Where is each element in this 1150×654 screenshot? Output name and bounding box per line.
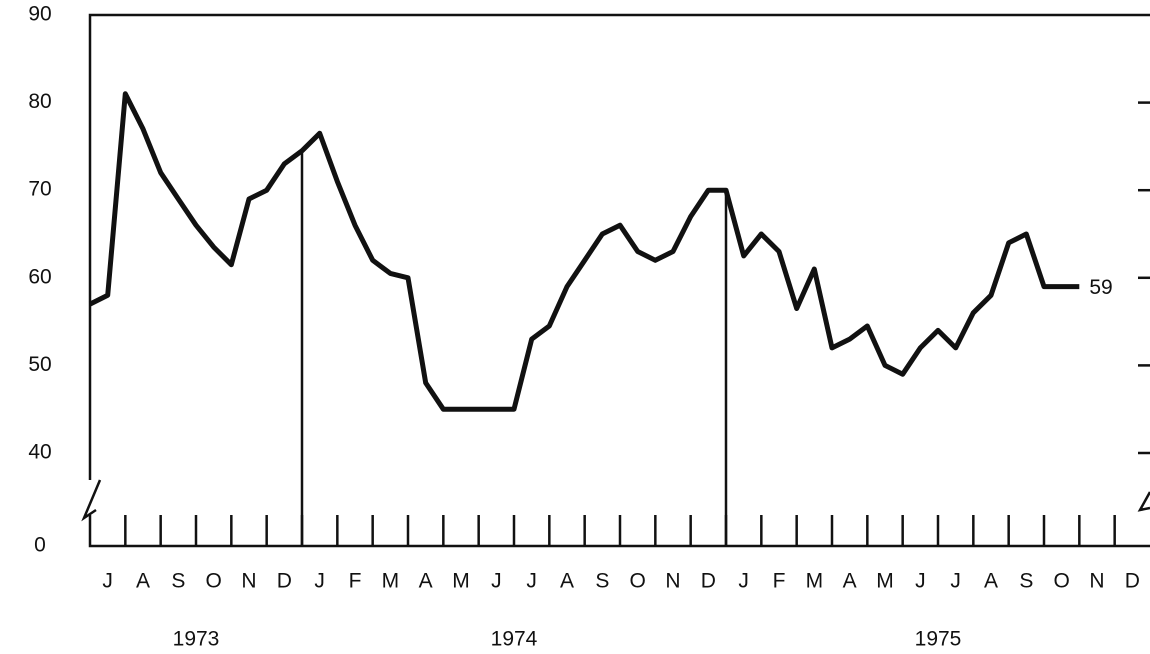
x-tick-label: N — [1089, 570, 1104, 593]
axis-frame — [88, 13, 1150, 548]
x-tick-label: J — [314, 570, 325, 593]
y-tick-label: 60 — [28, 265, 51, 288]
x-tick-label: S — [171, 570, 185, 593]
y-tick-label: 90 — [28, 3, 51, 26]
year-label: 1974 — [491, 628, 538, 651]
x-tick-label: D — [701, 570, 716, 593]
end-label: 59 — [1089, 276, 1112, 299]
x-tick-label: F — [349, 570, 362, 593]
x-tick-label: D — [1125, 570, 1140, 593]
x-tick-label: D — [277, 570, 292, 593]
x-tick-label: A — [843, 570, 857, 593]
x-tick-label: A — [560, 570, 574, 593]
x-tick-label: J — [738, 570, 749, 593]
year-label: 1975 — [915, 628, 962, 651]
x-tick-label: J — [950, 570, 961, 593]
x-tick-label: N — [665, 570, 680, 593]
x-tick-label: A — [984, 570, 998, 593]
x-tick-label: J — [102, 570, 113, 593]
y-tick-label: 50 — [28, 353, 51, 376]
x-tick-label: A — [136, 570, 150, 593]
y-tick-label: 40 — [28, 441, 51, 464]
x-tick-label: O — [629, 570, 645, 593]
x-tick-label: M — [876, 570, 894, 593]
axis-break — [81, 479, 1150, 522]
y-tick-label: 0 — [34, 534, 46, 557]
x-tick-label: O — [205, 570, 221, 593]
year-label: 1973 — [173, 628, 220, 651]
x-tick-label: J — [915, 570, 926, 593]
x-tick-label: M — [806, 570, 824, 593]
x-tick-label: J — [526, 570, 537, 593]
x-tick-label: S — [1019, 570, 1033, 593]
y-tick-label: 70 — [28, 178, 51, 201]
x-tick-label: F — [773, 570, 786, 593]
data-line — [88, 91, 1080, 412]
x-tick-label: J — [491, 570, 502, 593]
x-tick-label: S — [595, 570, 609, 593]
x-tick-label: A — [419, 570, 433, 593]
x-tick-label: N — [241, 570, 256, 593]
x-tick-label: M — [382, 570, 400, 593]
y-tick-label: 80 — [28, 90, 51, 113]
x-tick-label: O — [1053, 570, 1069, 593]
x-tick-label: M — [452, 570, 470, 593]
